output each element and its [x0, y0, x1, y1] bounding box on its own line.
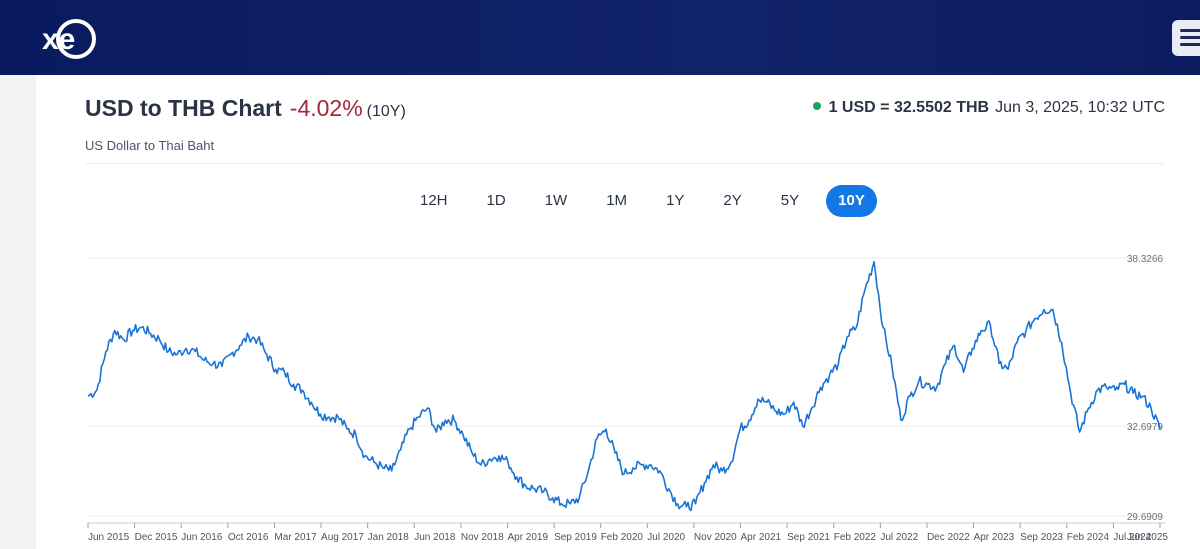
x-tick-label: Jun 2016 — [181, 532, 223, 543]
x-tick-label: Jul 2022 — [880, 532, 918, 543]
change-percent: -4.02% — [289, 95, 363, 121]
x-tick-label: Mar 2017 — [274, 532, 317, 543]
x-tick-label: Nov 2018 — [461, 532, 504, 543]
x-tick-label: Apr 2019 — [507, 532, 548, 543]
x-tick-label: Sep 2021 — [787, 532, 830, 543]
rate-value: 1 USD = 32.5502 THB — [828, 99, 990, 116]
x-tick-label: Jul 2024 — [1113, 532, 1151, 543]
tab-1w[interactable]: 1W — [544, 192, 568, 209]
rate-series-line — [87, 261, 1161, 512]
title-row: USD to THB Chart -4.02% (10Y) — [85, 95, 406, 122]
change-period: (10Y) — [366, 103, 406, 120]
x-tick-label: Jan 2018 — [368, 532, 410, 543]
tab-5y[interactable]: 5Y — [780, 192, 800, 209]
x-tick-label: Oct 2016 — [228, 532, 269, 543]
y-tick-label: 29.6909 — [1127, 512, 1164, 523]
period-tabs: 12H 1D 1W 1M 1Y 2Y 5Y 10Y — [408, 185, 892, 217]
tab-1m[interactable]: 1M — [606, 192, 628, 209]
logo-text: xe — [42, 23, 75, 56]
x-tick-label: Sep 2023 — [1020, 532, 1063, 543]
hamburger-menu-icon[interactable] — [1172, 20, 1200, 56]
x-tick-label: Jun 2015 — [88, 532, 130, 543]
top-navigation-bar: xe — [0, 0, 1200, 75]
x-tick-label: Apr 2023 — [974, 532, 1015, 543]
page-subtitle: US Dollar to Thai Baht — [85, 138, 215, 153]
tab-10y[interactable]: 10Y — [826, 185, 877, 217]
x-tick-label: Dec 2022 — [927, 532, 970, 543]
y-tick-label: 38.3266 — [1127, 254, 1164, 265]
live-rate: 1 USD = 32.5502 THB Jun 3, 2025, 10:32 UT… — [812, 99, 1165, 117]
x-tick-label: Dec 2015 — [135, 532, 178, 543]
x-tick-label: Jul 2020 — [647, 532, 685, 543]
tab-1d[interactable]: 1D — [486, 192, 506, 209]
live-status-dot — [812, 102, 821, 110]
x-tick-label: Apr 2021 — [741, 532, 782, 543]
divider — [85, 163, 1165, 164]
tab-2y[interactable]: 2Y — [723, 192, 742, 209]
x-tick-label: Feb 2020 — [601, 532, 644, 543]
xe-logo-icon[interactable]: xe — [38, 17, 98, 61]
x-tick-label: Nov 2020 — [694, 532, 737, 543]
chart-card: USD to THB Chart -4.02% (10Y) US Dollar to… — [36, 75, 1200, 549]
x-tick-label: Sep 2019 — [554, 532, 597, 543]
tab-12h[interactable]: 12H — [420, 192, 448, 209]
y-tick-label: 32.6979 — [1127, 422, 1164, 433]
tab-1y[interactable]: 1Y — [666, 192, 685, 209]
x-tick-label: Feb 2024 — [1067, 532, 1110, 543]
page-title: USD to THB Chart — [85, 95, 282, 121]
x-tick-label: Feb 2022 — [834, 532, 877, 543]
x-tick-label: Aug 2017 — [321, 532, 364, 543]
x-tick-label: Jun 2025 — [1127, 532, 1169, 543]
x-tick-label: Jun 2018 — [414, 532, 456, 543]
rate-timestamp: Jun 3, 2025, 10:32 UTC — [995, 99, 1165, 116]
